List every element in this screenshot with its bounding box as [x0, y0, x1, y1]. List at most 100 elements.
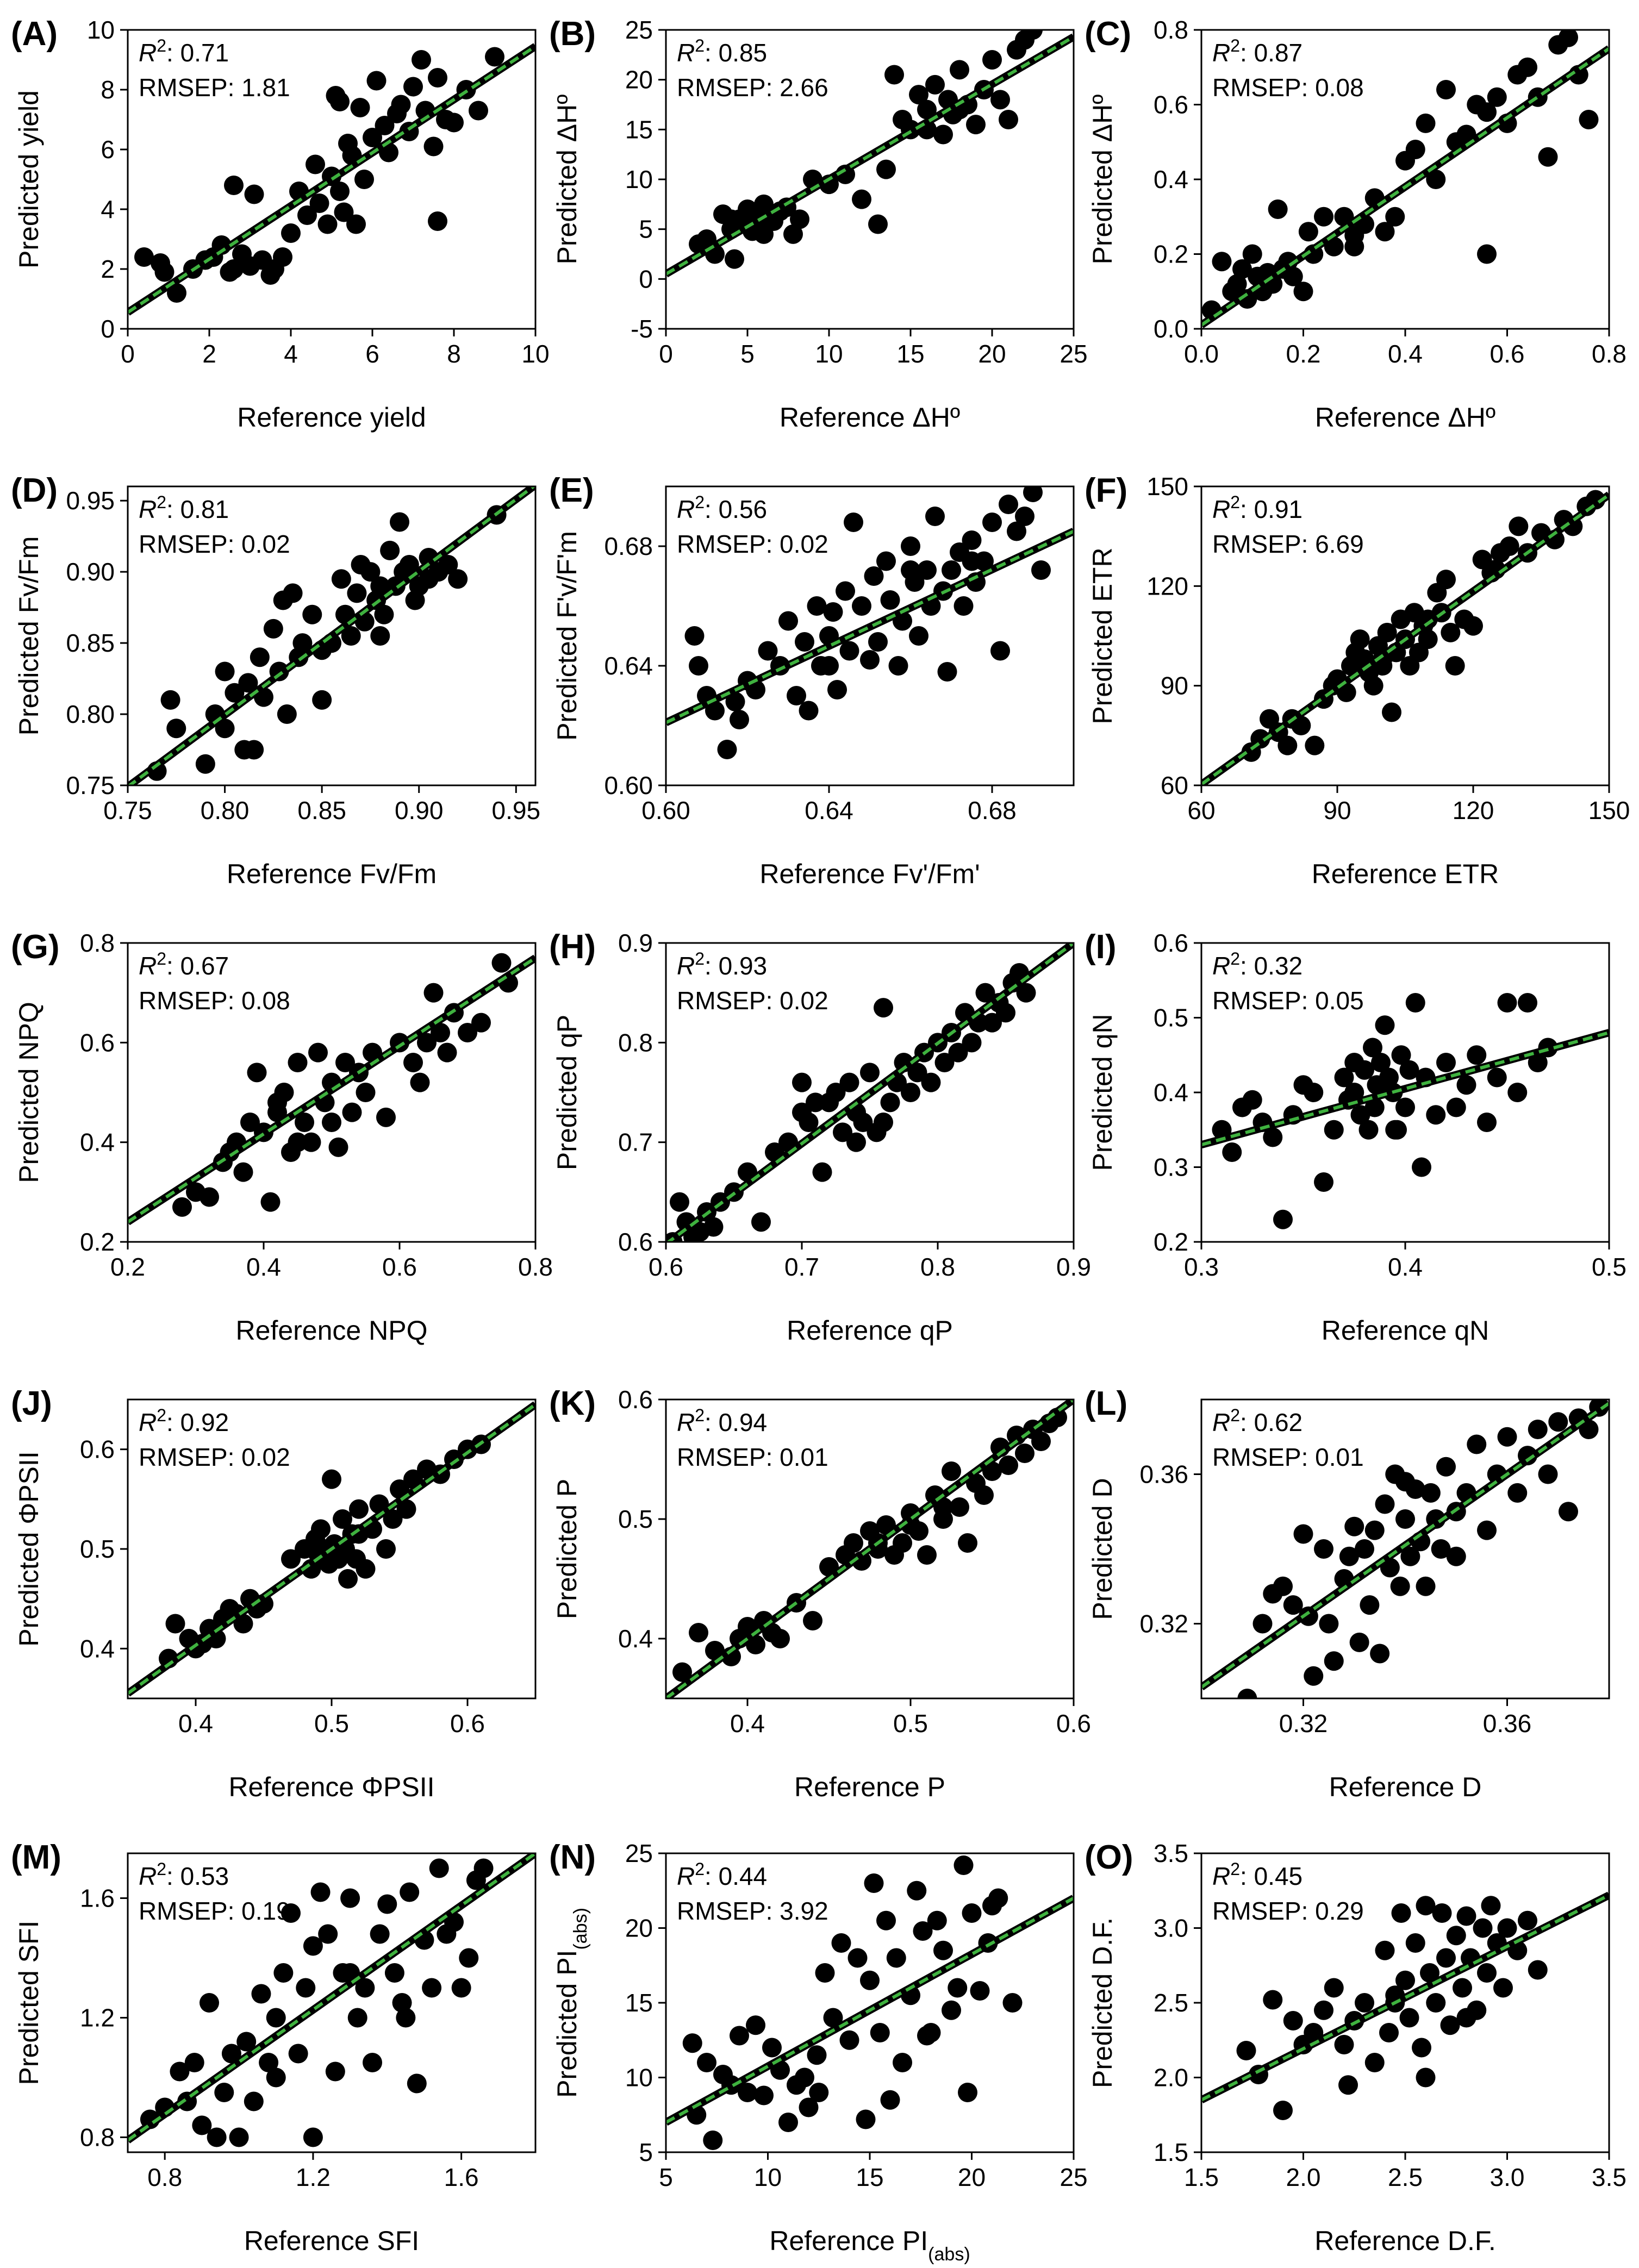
fit-line — [666, 528, 1074, 726]
scatter-point — [1298, 222, 1318, 242]
scatter-point — [244, 184, 264, 204]
scatter-point — [1314, 1539, 1333, 1559]
scatter-point — [338, 1569, 358, 1589]
scatter-point — [458, 1023, 477, 1042]
panel-d: (D) 0.75 0.80 0.85 0.90 0.95 0.75 0.80 0.85 0.90 0… — [11, 472, 540, 889]
scatter-point — [942, 560, 961, 580]
panel-l: (L) 0.32 0.36 0.32 0.36 Reference D Predicted … — [1085, 1385, 1610, 1802]
y-tick-label: 2.0 — [1154, 2064, 1188, 2092]
y-tick-label: 0.95 — [66, 486, 115, 515]
scatter-point — [437, 1042, 457, 1063]
x-tick-label: 0.90 — [395, 796, 444, 824]
scatter-point — [937, 662, 957, 682]
scatter-point — [996, 1003, 1015, 1023]
scatter-point — [1420, 1483, 1441, 1503]
regression-line-overlay — [128, 956, 535, 1223]
scatter-point — [1273, 2101, 1293, 2120]
scatter-point — [1375, 222, 1395, 242]
y-tick-label: 0.60 — [604, 771, 653, 799]
scatter-point — [1507, 1083, 1528, 1102]
x-tick-label: 0.8 — [147, 2163, 182, 2191]
panel-j: (J) 0.4 0.5 0.6 0.4 0.5 0.6 Reference ΦPSII Pred… — [11, 1385, 537, 1802]
scatter-point — [839, 641, 859, 661]
rmsep-label: RMSEP: 0.02 — [677, 530, 828, 558]
scatter-point — [1212, 252, 1232, 272]
y-tick-label: 0.8 — [80, 929, 115, 957]
scatter-point — [703, 2130, 723, 2150]
scatter-point — [1497, 1427, 1517, 1447]
y-tick-label: 3.0 — [1154, 1914, 1188, 1942]
x-tick-label: 0.68 — [968, 796, 1017, 824]
y-tick-label: 0.4 — [80, 1128, 115, 1157]
scatter-point — [350, 98, 370, 117]
scatter-point — [281, 223, 301, 243]
rmsep-label: RMSEP: 0.19 — [139, 1897, 290, 1925]
scatter-point — [1395, 1097, 1415, 1117]
scatter-point — [165, 1614, 185, 1634]
scatter-point — [399, 555, 419, 575]
scatter-point — [1477, 244, 1497, 264]
scatter-point — [1370, 1644, 1390, 1664]
x-tick-label: 0.7 — [784, 1253, 819, 1281]
scatter-point — [833, 1122, 852, 1142]
y-tick-label: 150 — [1146, 472, 1188, 501]
r-squared-label: R2: 0.56 — [677, 492, 767, 523]
scatter-point — [451, 1978, 471, 1998]
x-axis-label: Reference ΔHº — [780, 402, 960, 433]
plot-frame — [665, 485, 1075, 786]
scatter-point — [853, 1113, 873, 1132]
y-tick-label: 60 — [1161, 771, 1188, 799]
scatter-point — [1314, 207, 1333, 227]
scatter-point — [281, 1549, 301, 1569]
regression-line-overlay — [666, 35, 1074, 276]
scatter-point — [485, 47, 504, 67]
scatter-point — [1375, 1494, 1395, 1514]
scatter-point — [1222, 1142, 1242, 1162]
scatter-point — [860, 1970, 880, 1990]
plot-frame — [127, 29, 537, 330]
scatter-point — [1263, 1990, 1283, 2010]
fit-line — [128, 486, 535, 785]
x-tick-label: 0.8 — [1592, 340, 1626, 368]
y-tick-label: 0.64 — [604, 652, 653, 680]
r-squared-label: R2: 0.67 — [139, 949, 229, 980]
scatter-point — [251, 1984, 271, 2004]
scatter-point — [341, 626, 361, 646]
scatter-point — [1416, 2067, 1436, 2088]
fit-line — [666, 1399, 1074, 1698]
scatter-point — [318, 1924, 338, 1944]
y-tick-label: 0.2 — [80, 1228, 115, 1256]
y-tick-label: 15 — [625, 115, 653, 143]
scatter-point — [962, 1033, 982, 1053]
scatter-point — [403, 1053, 423, 1072]
x-tick-label: 0.4 — [178, 1709, 213, 1738]
scatter-point — [376, 1107, 396, 1127]
scatter-point — [263, 618, 283, 639]
scatter-point — [844, 513, 863, 532]
scatter-point — [1031, 560, 1051, 580]
scatter-point — [1395, 1970, 1415, 1990]
y-tick-label: 25 — [625, 1839, 653, 1867]
y-axis-label: Predicted SFI — [14, 1921, 44, 2085]
scatter-point — [1399, 2008, 1419, 2028]
x-tick-label: 0 — [121, 340, 135, 368]
scatter-point — [925, 507, 945, 526]
scatter-point — [864, 1873, 884, 1893]
panel-label: (L) — [1085, 1385, 1127, 1422]
scatter-point — [1426, 170, 1446, 189]
y-tick-label: 0.2 — [1154, 1228, 1188, 1256]
scatter-point — [1528, 1053, 1548, 1072]
scatter-point — [1015, 507, 1034, 526]
scatter-point — [703, 1217, 724, 1237]
scatter-point — [1390, 1576, 1410, 1596]
fit-line — [1201, 1891, 1609, 2104]
scatter-point — [792, 1072, 812, 1092]
x-tick-label: 2 — [202, 340, 216, 368]
scatter-point — [954, 1855, 974, 1875]
scatter-point — [823, 602, 843, 622]
scatter-point — [874, 1113, 893, 1132]
rmsep-label: RMSEP: 0.05 — [1212, 986, 1364, 1015]
scatter-point — [917, 99, 937, 120]
scatter-point — [1314, 2000, 1333, 2020]
scatter-point — [1293, 1524, 1313, 1544]
